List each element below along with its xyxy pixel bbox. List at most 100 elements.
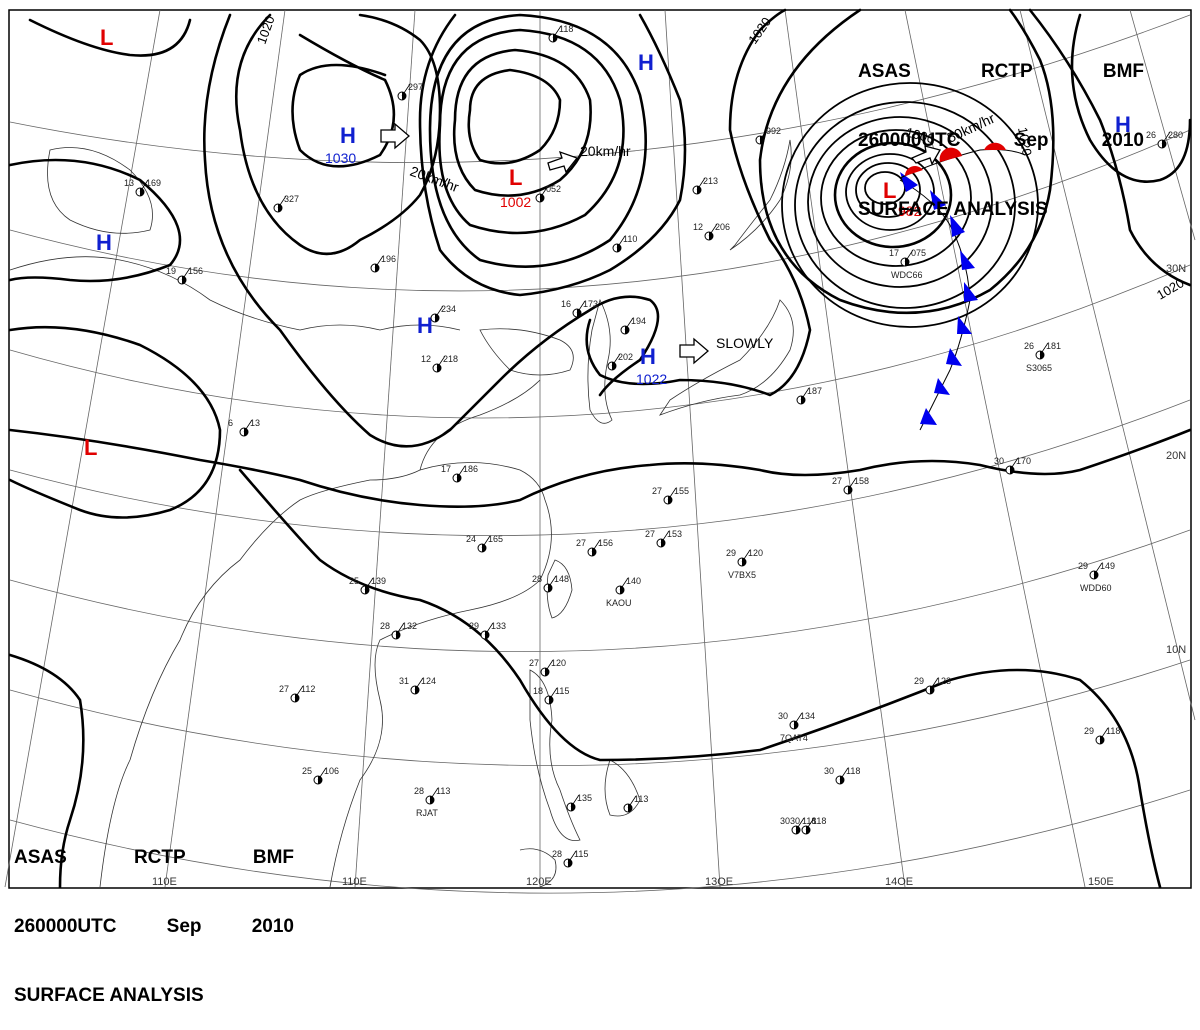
lon-label-150: 150E <box>1088 876 1114 888</box>
station-plot: 31 124 <box>399 676 436 695</box>
station-plot: 110 <box>612 234 637 253</box>
station-temperature: 18 <box>533 686 543 696</box>
wind-barb <box>1161 131 1171 145</box>
station-plot: 18 115 <box>533 686 569 705</box>
high-pressure-value: 1030 <box>325 150 356 166</box>
station-plot: 113 <box>623 794 648 813</box>
wind-barb <box>547 575 557 589</box>
station-id: S3065 <box>1026 363 1052 373</box>
station-plot: 25 139 <box>349 576 386 595</box>
station-plot: 19 156 <box>166 266 203 285</box>
high-pressure-symbol: H <box>1115 112 1131 137</box>
station-id: V7BX5 <box>728 570 756 580</box>
station-temperature: 30 <box>778 711 788 721</box>
station-temperature: 16 <box>561 299 571 309</box>
station-plot: 27 120 <box>529 658 566 677</box>
station-pressure: 148 <box>554 574 569 584</box>
station-plot: 28 113 RJAT <box>414 786 450 818</box>
low-pressure-symbol: L <box>883 178 896 203</box>
title-year: 2010 <box>251 916 294 937</box>
station-pressure: 280 <box>1168 130 1183 140</box>
station-plot: 28 132 <box>380 621 417 640</box>
station-pressure: 123 <box>936 676 951 686</box>
station-plot: 12 218 <box>421 354 458 373</box>
pressure-centers: H 1030 L 1002 L 982 H 1022 H H H H L L <box>84 25 1131 460</box>
wind-barb <box>1099 727 1109 741</box>
station-plot: 30 170 <box>994 456 1031 475</box>
station-plot: 118 <box>548 24 573 43</box>
map-frame <box>8 9 1192 889</box>
wind-barb <box>434 305 444 319</box>
lon-label-110: 110E <box>342 876 367 888</box>
station-temperature: 27 <box>645 529 655 539</box>
station-pressure: 139 <box>371 576 386 586</box>
station-temperature: 27 <box>279 684 289 694</box>
station-plot: 25 106 <box>302 766 339 785</box>
station-temperature: 17 <box>441 464 451 474</box>
station-pressure: 134 <box>800 711 815 721</box>
wind-barb <box>317 767 327 781</box>
station-pressure: 112 <box>301 684 315 694</box>
station-plot: 27 112 <box>279 684 315 703</box>
station-pressure: 297 <box>408 82 423 92</box>
motion-arrow <box>547 150 579 174</box>
station-pressure: 992 <box>766 126 781 136</box>
station-id: 7QAT4 <box>780 733 808 743</box>
title-time: 260000UTC <box>14 916 117 937</box>
station-id: KAOU <box>606 598 632 608</box>
station-temperature: 29 <box>469 621 479 631</box>
station-temperature: 6 <box>228 418 233 428</box>
station-pressure: 155 <box>674 486 689 496</box>
station-pressure: 186 <box>463 464 478 474</box>
station-temperature: 17 <box>889 248 899 258</box>
wind-barb <box>660 530 670 544</box>
station-plot: 29 120 V7BX5 <box>726 548 763 580</box>
station-plot: 30 118 <box>790 816 826 835</box>
high-pressure-value: 1022 <box>636 371 667 387</box>
station-temperature: 26 <box>1146 130 1156 140</box>
low-pressure-symbol: L <box>100 25 113 50</box>
station-pressure: 213 <box>703 176 718 186</box>
isobar-label: 1000 <box>904 124 936 146</box>
station-pressure: 156 <box>598 538 613 548</box>
isobar-label: 1020 <box>1154 275 1187 302</box>
station-plot: 24 165 <box>466 534 503 553</box>
station-temperature: 27 <box>652 486 662 496</box>
station-pressure: 118 <box>802 816 816 826</box>
title-time: 260000UTC <box>858 130 961 151</box>
station-id: RJAT <box>416 808 438 818</box>
station-plot: 135 <box>566 793 592 812</box>
wind-barb <box>800 387 810 401</box>
station-temperature: 13 <box>124 178 134 188</box>
station-plot: 234 <box>430 304 456 323</box>
station-pressure: 118 <box>559 24 573 34</box>
station-pressure: 118 <box>1106 726 1120 736</box>
wind-barb <box>591 539 601 553</box>
wind-barb <box>544 659 554 673</box>
station-pressure: 173 <box>583 299 598 309</box>
station-plot: 29 118 <box>1084 726 1120 745</box>
low-pressure-value: 982 <box>898 203 922 219</box>
title-center: RCTP <box>980 61 1033 82</box>
station-plot: 297 <box>397 82 423 101</box>
wind-barb <box>611 353 621 367</box>
station-pressure: 120 <box>551 658 566 668</box>
station-plot: 28 148 <box>532 574 569 593</box>
station-temperature: 30 <box>790 816 800 826</box>
station-pressure: 327 <box>284 194 299 204</box>
station-temperature: 29 <box>726 548 736 558</box>
wind-barb <box>539 185 549 199</box>
station-plot: 194 <box>620 316 646 335</box>
wind-barb <box>616 235 626 249</box>
wind-barb <box>429 787 439 801</box>
station-plot: 26 280 <box>1146 130 1183 149</box>
station-pressure: 135 <box>577 793 592 803</box>
station-plot: 17 186 <box>441 464 478 483</box>
high-pressure-symbol: H <box>638 50 654 75</box>
station-temperature: 26 <box>1024 341 1034 351</box>
coastlines <box>9 139 794 888</box>
station-pressure: 118 <box>846 766 860 776</box>
wind-barb <box>1039 342 1049 356</box>
station-temperature: 27 <box>832 476 842 486</box>
